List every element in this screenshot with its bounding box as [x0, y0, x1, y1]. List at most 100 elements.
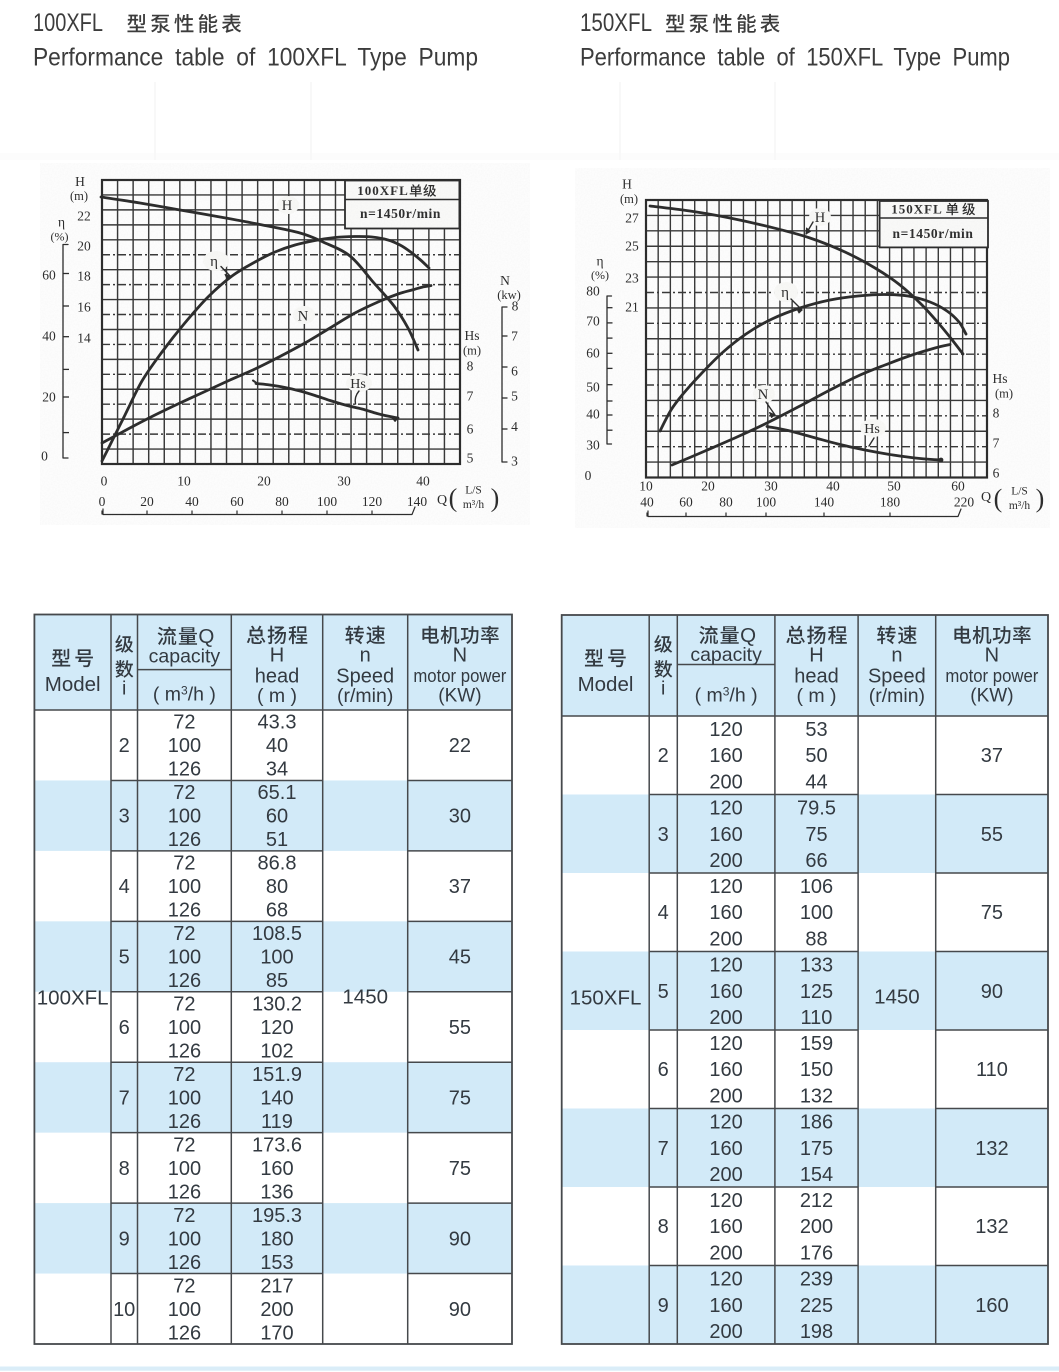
svg-text:90: 90: [449, 1299, 471, 1321]
svg-text:160: 160: [709, 981, 742, 1003]
svg-text:22: 22: [449, 735, 471, 757]
svg-text:110: 110: [976, 1059, 1008, 1081]
svg-text:154: 154: [800, 1164, 833, 1186]
svg-text:175: 175: [800, 1138, 833, 1160]
svg-text:5: 5: [119, 947, 130, 969]
svg-text:126: 126: [168, 1181, 201, 1203]
svg-text:34: 34: [266, 759, 288, 781]
svg-text:120: 120: [709, 876, 742, 898]
svg-text:75: 75: [981, 902, 1003, 924]
svg-text:79.5: 79.5: [797, 798, 836, 820]
svg-text:120: 120: [260, 1017, 293, 1039]
svg-text:100: 100: [168, 876, 201, 898]
svg-text:(KW): (KW): [970, 686, 1013, 707]
svg-text:37: 37: [981, 745, 1003, 767]
svg-text:Performance table of 100XFL Ty: Performance table of 100XFL Type Pump: [33, 44, 478, 72]
svg-text:37: 37: [449, 876, 471, 898]
svg-text:120: 120: [709, 1190, 742, 1212]
svg-text:120: 120: [709, 955, 742, 977]
svg-text:N: N: [453, 645, 467, 667]
svg-text:150XFL: 150XFL: [580, 9, 652, 37]
svg-text:126: 126: [168, 1322, 201, 1344]
svg-text:6: 6: [119, 1017, 130, 1039]
svg-text:1450: 1450: [342, 986, 388, 1009]
svg-text:68: 68: [266, 900, 288, 922]
svg-text:5: 5: [658, 981, 669, 1003]
svg-text:72: 72: [173, 994, 195, 1016]
svg-text:H: H: [270, 645, 284, 667]
svg-text:160: 160: [260, 1158, 293, 1180]
svg-text:( m ): ( m ): [257, 685, 297, 707]
svg-text:100: 100: [168, 735, 201, 757]
svg-text:(r/min): (r/min): [337, 685, 393, 707]
svg-text:200: 200: [709, 1085, 742, 1107]
svg-text:75: 75: [805, 824, 827, 846]
svg-text:173.6: 173.6: [252, 1134, 302, 1156]
svg-text:151.9: 151.9: [252, 1064, 302, 1086]
svg-text:30: 30: [449, 806, 471, 828]
svg-text:100: 100: [168, 1087, 201, 1109]
svg-text:i: i: [122, 677, 126, 699]
svg-text:100: 100: [260, 947, 293, 969]
svg-text:120: 120: [709, 719, 742, 741]
svg-text:7: 7: [658, 1138, 669, 1160]
svg-text:140: 140: [260, 1087, 293, 1109]
svg-text:195.3: 195.3: [252, 1205, 302, 1227]
svg-text:100XFL: 100XFL: [33, 9, 103, 37]
svg-text:7: 7: [119, 1087, 130, 1109]
svg-text:130.2: 130.2: [252, 994, 302, 1016]
svg-text:Model: Model: [45, 673, 101, 696]
svg-text:2: 2: [119, 735, 130, 757]
svg-text:4: 4: [658, 902, 669, 924]
svg-text:126: 126: [168, 970, 201, 992]
svg-text:Speed: Speed: [868, 666, 926, 688]
svg-text:132: 132: [975, 1138, 1008, 1160]
svg-text:102: 102: [260, 1041, 293, 1063]
svg-text:200: 200: [709, 1242, 742, 1264]
svg-text:120: 120: [709, 1112, 742, 1134]
svg-text:160: 160: [709, 1295, 742, 1317]
svg-text:120: 120: [709, 798, 742, 820]
svg-text:160: 160: [709, 1216, 742, 1238]
svg-text:80: 80: [266, 876, 288, 898]
svg-text:n: n: [891, 645, 902, 667]
svg-text:45: 45: [449, 947, 471, 969]
svg-text:217: 217: [260, 1275, 293, 1297]
svg-text:126: 126: [168, 1252, 201, 1274]
svg-text:200: 200: [709, 850, 742, 872]
svg-text:Q: Q: [740, 624, 756, 647]
svg-text:66: 66: [805, 850, 827, 872]
svg-text:125: 125: [800, 981, 833, 1003]
svg-text:72: 72: [173, 1205, 195, 1227]
svg-text:44: 44: [805, 771, 827, 793]
svg-text:8: 8: [119, 1158, 130, 1180]
svg-text:40: 40: [266, 735, 288, 757]
svg-text:72: 72: [173, 712, 195, 734]
svg-text:72: 72: [173, 923, 195, 945]
svg-text:200: 200: [709, 928, 742, 950]
svg-text:head: head: [255, 666, 300, 688]
svg-text:( m ): ( m ): [796, 685, 836, 707]
svg-text:Model: Model: [578, 673, 634, 696]
svg-text:100: 100: [168, 1228, 201, 1250]
svg-text:100: 100: [168, 947, 201, 969]
svg-text:225: 225: [800, 1295, 833, 1317]
svg-text:212: 212: [800, 1190, 833, 1212]
svg-text:43.3: 43.3: [258, 712, 297, 734]
svg-text:86.8: 86.8: [258, 853, 297, 875]
svg-text:50: 50: [805, 745, 827, 767]
svg-text:65.1: 65.1: [258, 782, 297, 804]
svg-text:75: 75: [449, 1158, 471, 1180]
svg-text:136: 136: [260, 1181, 293, 1203]
svg-text:186: 186: [800, 1112, 833, 1134]
svg-text:( m3/h ): ( m3/h ): [695, 685, 758, 707]
svg-text:90: 90: [981, 981, 1003, 1003]
svg-text:motor power: motor power: [945, 666, 1038, 686]
svg-text:Speed: Speed: [336, 666, 394, 688]
svg-text:H: H: [809, 645, 823, 667]
svg-text:120: 120: [709, 1269, 742, 1291]
svg-text:2: 2: [658, 745, 669, 767]
svg-text:100: 100: [168, 1158, 201, 1180]
svg-text:capacity: capacity: [149, 645, 221, 667]
svg-text:170: 170: [260, 1322, 293, 1344]
